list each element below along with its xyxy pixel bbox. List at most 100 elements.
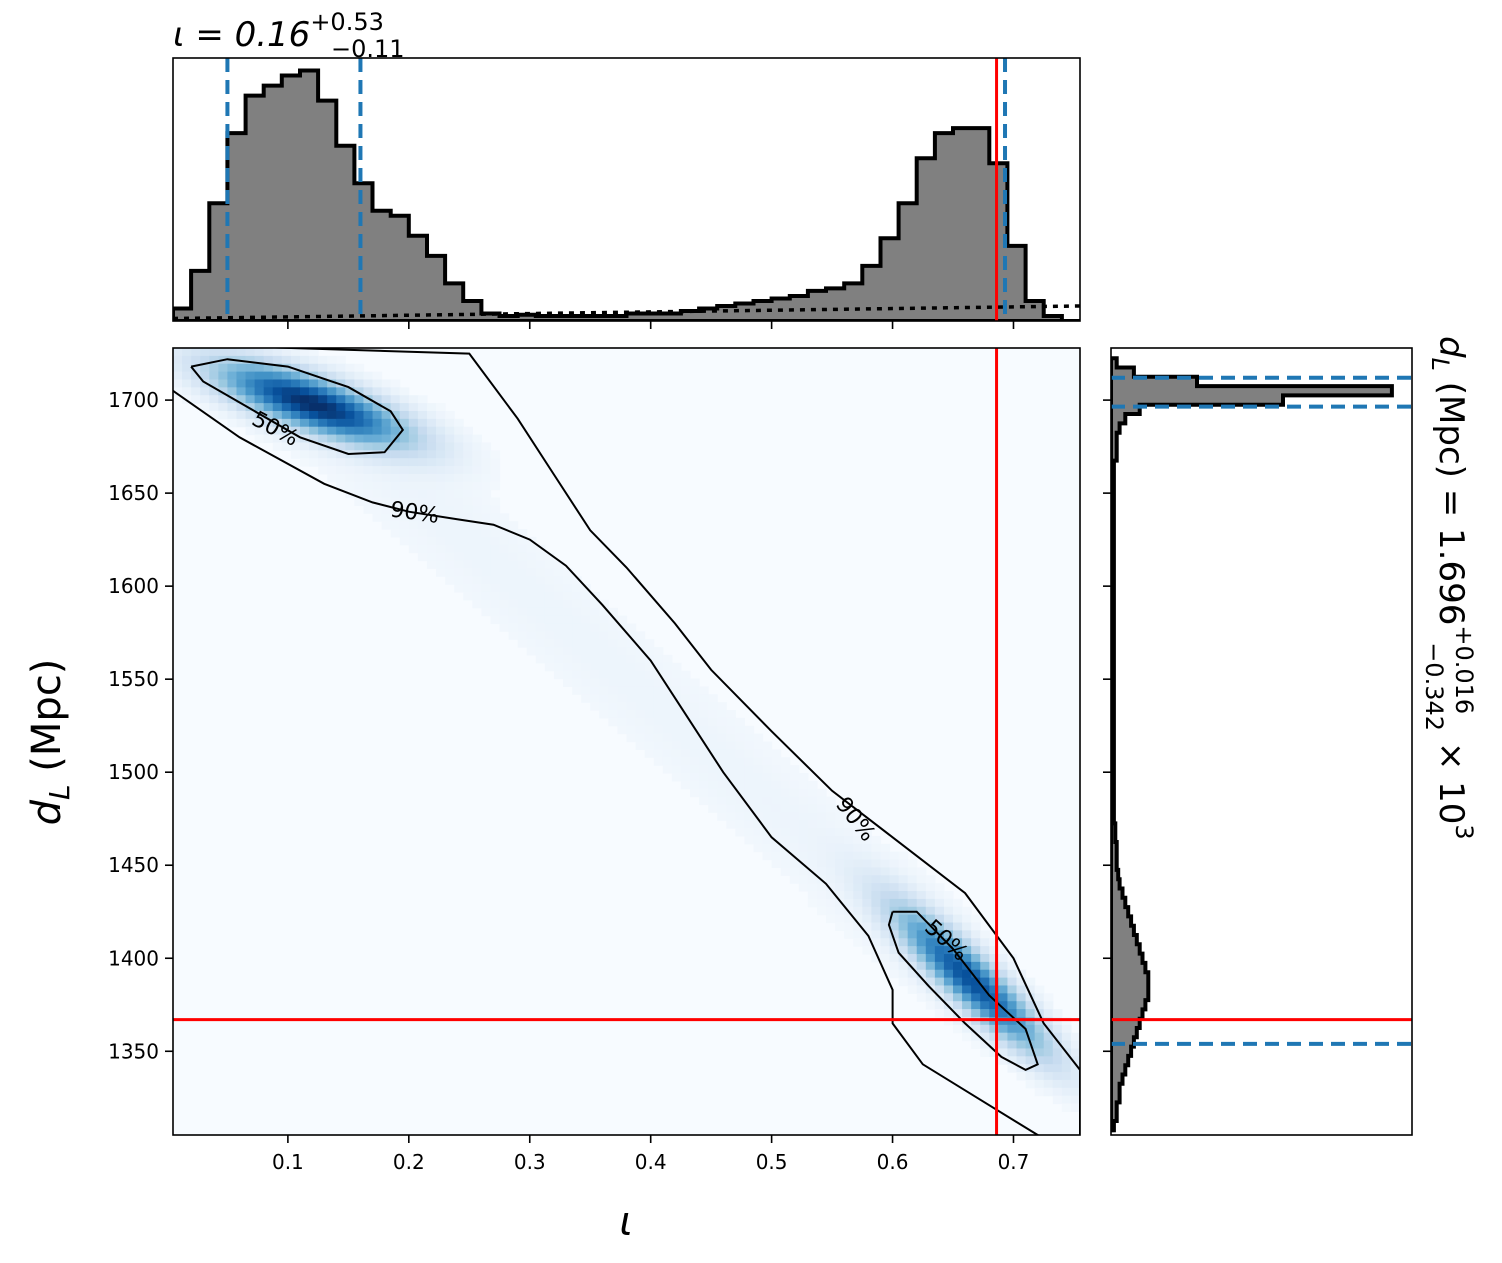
heatmap-cell	[871, 891, 882, 900]
heatmap-cell	[399, 403, 410, 412]
heatmap-cell	[218, 371, 229, 381]
heatmap-cell	[426, 560, 437, 569]
heatmap-cell	[871, 883, 882, 892]
heatmap-cell	[209, 403, 219, 412]
heatmap-cell	[626, 647, 637, 656]
heatmap-cell	[626, 678, 637, 688]
heatmap-cell	[644, 639, 655, 648]
heatmap-cell	[445, 434, 455, 444]
heatmap-cell	[898, 946, 909, 955]
heatmap-cell	[708, 717, 718, 727]
heatmap-cell	[798, 820, 809, 829]
heatmap-cell	[372, 513, 383, 522]
heatmap-cell	[272, 363, 283, 373]
heatmap-cell	[236, 387, 247, 396]
heatmap-cell	[490, 536, 501, 546]
heatmap-cell	[182, 371, 192, 381]
heatmap-cell	[717, 733, 727, 743]
heatmap-cell	[417, 466, 428, 475]
heatmap-cell	[826, 796, 836, 806]
heatmap-cell	[399, 529, 410, 538]
heatmap-cell	[481, 591, 492, 601]
heatmap-cell	[1034, 1048, 1045, 1057]
heatmap-cell	[807, 820, 818, 829]
heatmap-cell	[173, 371, 183, 381]
heatmap-cell	[454, 450, 464, 459]
heatmap-cell	[472, 576, 482, 585]
heatmap-cell	[1070, 1079, 1080, 1089]
heatmap-cell	[272, 410, 283, 420]
heatmap-cell	[943, 1009, 954, 1018]
heatmap-cell	[209, 348, 219, 357]
heatmap-cell	[844, 875, 854, 884]
heatmap-cell	[372, 418, 383, 428]
heatmap-cell	[436, 426, 446, 436]
heatmap-cell	[454, 466, 464, 475]
heatmap-cell	[263, 371, 274, 381]
heatmap-cell	[309, 395, 319, 404]
heatmap-cell	[399, 395, 410, 404]
heatmap-cell	[290, 450, 301, 459]
heatmap-cell	[236, 379, 247, 388]
heatmap-cell	[962, 922, 972, 931]
heatmap-cell	[272, 442, 283, 451]
heatmap-cell	[880, 914, 891, 924]
heatmap-cell	[535, 607, 546, 617]
heatmap-cell	[971, 930, 981, 939]
heatmap-cell	[563, 591, 573, 601]
heatmap-cell	[463, 529, 473, 538]
y-tick-label: 1400	[108, 946, 159, 970]
heatmap-cell	[807, 804, 818, 813]
heatmap-cell	[354, 434, 365, 444]
heatmap-cell	[1061, 1079, 1072, 1089]
heatmap-cell	[835, 820, 845, 829]
heatmap-cell	[862, 867, 872, 876]
heatmap-cell	[744, 796, 755, 806]
heatmap-cell	[653, 757, 664, 766]
heatmap-cell	[998, 1009, 1009, 1018]
heatmap-cell	[544, 607, 555, 617]
heatmap-cell	[517, 576, 528, 585]
heatmap-cell	[454, 584, 464, 593]
heatmap-cell	[426, 505, 437, 514]
heatmap-cell	[1043, 1079, 1054, 1089]
x-tick-label: 0.5	[756, 1150, 788, 1174]
heatmap-cell	[835, 859, 845, 869]
heatmap-cell	[953, 1001, 963, 1010]
heatmap-cell	[717, 749, 727, 758]
heatmap-cell	[717, 702, 727, 711]
heatmap-cell	[726, 710, 736, 719]
heatmap-cell	[381, 466, 392, 475]
heatmap-cell	[608, 702, 619, 711]
heatmap-cell	[436, 418, 446, 428]
heatmap-cell	[953, 938, 963, 947]
heatmap-cell	[454, 481, 464, 491]
heatmap-cell	[299, 363, 310, 373]
heatmap-cell	[916, 891, 927, 900]
heatmap-cell	[653, 694, 664, 703]
heatmap-cell	[662, 686, 673, 695]
heatmap-cell	[1034, 1056, 1045, 1065]
heatmap-cell	[626, 670, 637, 680]
heatmap-cell	[862, 891, 872, 900]
heatmap-cell	[472, 568, 482, 577]
heatmap-cell	[372, 395, 383, 404]
heatmap-cell	[699, 772, 709, 782]
heatmap-cell	[454, 442, 464, 451]
heatmap-cell	[699, 788, 709, 798]
heatmap-cell	[399, 458, 410, 467]
heatmap-cell	[744, 741, 755, 750]
heatmap-cell	[254, 426, 265, 436]
heatmap-cell	[281, 403, 292, 412]
heatmap-cell	[417, 521, 428, 530]
heatmap-cell	[907, 969, 918, 979]
heatmap-cell	[436, 489, 446, 499]
heatmap-cell	[336, 410, 346, 420]
heatmap-cell	[281, 363, 292, 373]
heatmap-cell	[962, 1024, 972, 1034]
heatmap-cell	[1034, 985, 1045, 994]
heatmap-cell	[699, 694, 709, 703]
heatmap-cell	[563, 678, 573, 688]
heatmap-cell	[417, 410, 428, 420]
heatmap-cell	[436, 458, 446, 467]
